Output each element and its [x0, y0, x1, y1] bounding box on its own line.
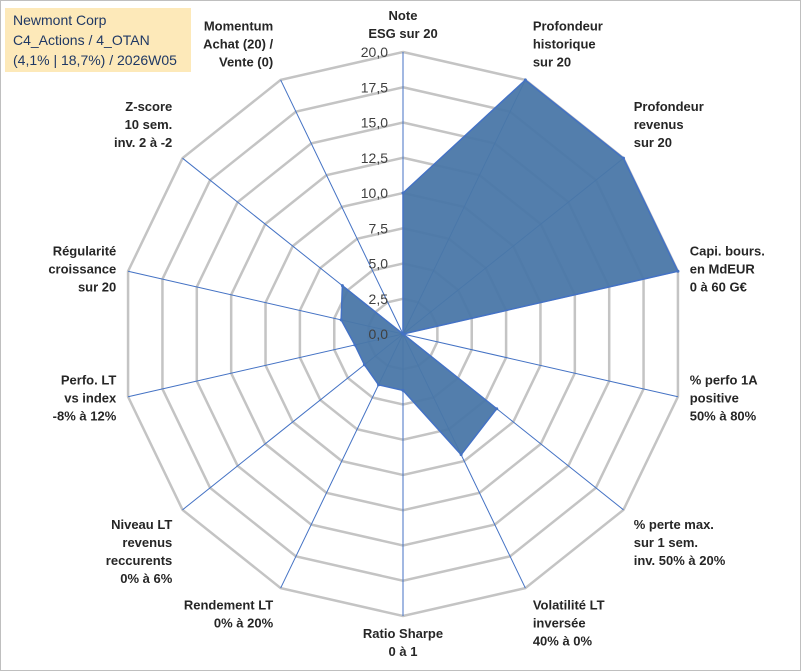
- data-point: [401, 191, 405, 195]
- axis-label: Profondeur historique sur 20: [533, 19, 603, 70]
- data-point: [459, 453, 463, 457]
- axis-label-line: Momentum: [204, 19, 273, 34]
- tick-label: 7,5: [369, 220, 389, 236]
- data-point: [621, 156, 625, 160]
- data-point: [353, 343, 357, 347]
- axis-label: Note ESG sur 20: [368, 8, 437, 41]
- axis-label-line: revenus: [122, 535, 172, 550]
- axis-label-line: vs index: [64, 391, 117, 406]
- tick-label: 0,0: [369, 326, 389, 342]
- axis-label-line: Niveau LT: [111, 517, 172, 532]
- data-point: [495, 407, 499, 411]
- data-point: [676, 269, 680, 273]
- tick-label: 2,5: [369, 291, 389, 307]
- axis-label-line: Z-score: [125, 99, 172, 114]
- radar-series: [339, 78, 680, 457]
- portfolio-name: C4_Actions / 4_OTAN: [13, 32, 150, 48]
- axis-label-line: 0% à 6%: [120, 571, 172, 586]
- axis-label-line: positive: [690, 391, 739, 406]
- radial-tick-labels: 0,0 2,5 5,0 7,5 10,0 12,5 15,0 17,5 20,0: [361, 44, 388, 342]
- axis-label-line: % perfo 1A: [690, 373, 759, 388]
- axis-label-line: Profondeur: [533, 19, 603, 34]
- axis-label: Capi. bours. en MdEUR 0 à 60 G€: [690, 243, 765, 294]
- axis-label-line: -8% à 12%: [53, 409, 117, 424]
- axis-label-line: sur 20: [634, 135, 672, 150]
- axis-label-line: Volatilité LT: [533, 597, 605, 612]
- axis-label-line: 40% à 0%: [533, 633, 593, 648]
- axis-label: % perte max. sur 1 sem. inv. 50% à 20%: [634, 517, 726, 568]
- axis-label-line: inv. 2 à -2: [114, 135, 172, 150]
- data-point: [362, 363, 366, 367]
- axis-label-line: sur 20: [78, 279, 116, 294]
- axis-label-line: Ratio Sharpe: [363, 626, 443, 641]
- tick-label: 20,0: [361, 44, 388, 60]
- axis-label-line: revenus: [634, 117, 684, 132]
- axis-label-line: Perfo. LT: [61, 373, 116, 388]
- axis-label-line: ESG sur 20: [368, 26, 437, 41]
- axis-label-line: Rendement LT: [184, 597, 273, 612]
- tick-label: 12,5: [361, 150, 388, 166]
- axis-label: Niveau LT revenus reccurents 0% à 6%: [106, 517, 173, 586]
- tick-label: 10,0: [361, 185, 388, 201]
- axis-label-line: 0 à 60 G€: [690, 279, 747, 294]
- data-point: [523, 78, 527, 82]
- data-point: [340, 284, 344, 288]
- axis-label-line: 0 à 1: [389, 644, 418, 659]
- axis-label-line: sur 1 sem.: [634, 535, 698, 550]
- axis-label-line: 10 sem.: [125, 117, 173, 132]
- axis-label-line: 0% à 20%: [214, 615, 274, 630]
- axis-label-line: 50% à 80%: [690, 409, 757, 424]
- axis-labels: Note ESG sur 20 Profondeur historique sur 20…: [48, 8, 765, 659]
- axis-label-line: en MdEUR: [690, 261, 756, 276]
- axis-spoke: [280, 79, 404, 335]
- axis-label-line: Capi. bours.: [690, 243, 765, 258]
- axis-label: Volatilité LT inversée 40% à 0%: [533, 597, 605, 648]
- data-point: [377, 383, 381, 387]
- axis-label: Z-score 10 sem. inv. 2 à -2: [114, 99, 172, 150]
- tick-label: 17,5: [361, 79, 388, 95]
- axis-label: Ratio Sharpe 0 à 1: [363, 626, 443, 659]
- axis-label-line: reccurents: [106, 553, 172, 568]
- axis-label-line: % perte max.: [634, 517, 714, 532]
- axis-label-line: Vente (0): [219, 55, 273, 70]
- axis-label-line: sur 20: [533, 55, 571, 70]
- axis-label: Rendement LT 0% à 20%: [184, 597, 274, 630]
- axis-label-line: Note: [389, 8, 418, 23]
- axis-label: % perfo 1A positive 50% à 80%: [690, 373, 759, 424]
- axis-label: Profondeur revenus sur 20: [634, 99, 704, 150]
- tick-label: 5,0: [369, 256, 389, 272]
- data-point: [401, 332, 405, 336]
- axis-label: Perfo. LT vs index -8% à 12%: [53, 373, 117, 424]
- portfolio-stats: (4,1% | 18,7%) / 2026W05: [13, 52, 177, 68]
- axis-label-line: Achat (20) /: [203, 37, 273, 52]
- axis-spoke: [402, 333, 679, 398]
- axis-label-line: historique: [533, 37, 596, 52]
- tick-label: 15,0: [361, 115, 388, 131]
- axis-label: Momentum Achat (20) / Vente (0): [203, 19, 273, 70]
- company-name: Newmont Corp: [13, 12, 107, 28]
- axis-label: Régularité croissance sur 20: [48, 243, 116, 294]
- axis-label-line: croissance: [48, 261, 116, 276]
- data-point: [401, 388, 405, 392]
- data-point: [339, 318, 343, 322]
- axis-label-line: inversée: [533, 615, 586, 630]
- axis-label-line: inv. 50% à 20%: [634, 553, 726, 568]
- title-box: Newmont Corp C4_Actions / 4_OTAN (4,1% |…: [5, 8, 191, 72]
- axis-label-line: Régularité: [53, 243, 117, 258]
- axis-label-line: Profondeur: [634, 99, 704, 114]
